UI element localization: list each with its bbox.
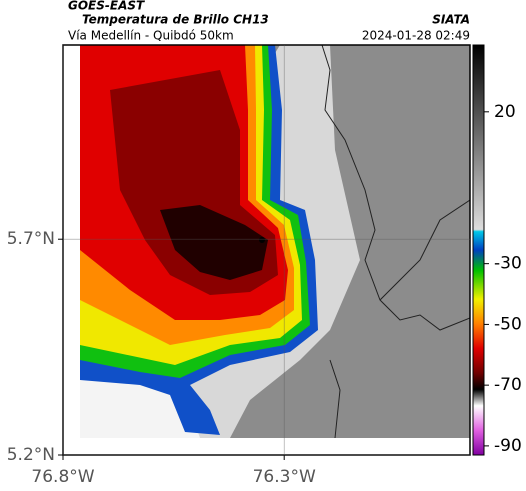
- boundary-line: [329, 359, 341, 439]
- colorbar-label: -70: [494, 375, 522, 395]
- colorbar: [472, 44, 485, 456]
- title: Temperatura de Brillo CH13: [82, 13, 269, 27]
- colorbar-label: -90: [494, 436, 522, 456]
- agency: SIATA: [432, 13, 470, 27]
- satellite-image: [63, 45, 470, 455]
- y-tick-label: 5.2°N: [7, 445, 55, 465]
- colorbar-label: -30: [494, 254, 522, 274]
- x-tick-label: 76.8°W: [31, 467, 94, 487]
- region: Vía Medellín - Quibdó 50km: [68, 29, 234, 43]
- city-marker: [259, 237, 265, 243]
- source: GOES-EAST: [68, 0, 145, 13]
- timestamp: 2024-01-28 02:49: [362, 29, 470, 43]
- colorbar-label: -50: [494, 314, 522, 334]
- colorbar-label: 20: [494, 102, 516, 122]
- boundary-line: [321, 45, 470, 331]
- y-tick-label: 5.7°N: [7, 229, 55, 249]
- cloud-core: [160, 205, 268, 280]
- x-tick-label: 76.3°W: [253, 467, 316, 487]
- boundary-line: [379, 199, 470, 301]
